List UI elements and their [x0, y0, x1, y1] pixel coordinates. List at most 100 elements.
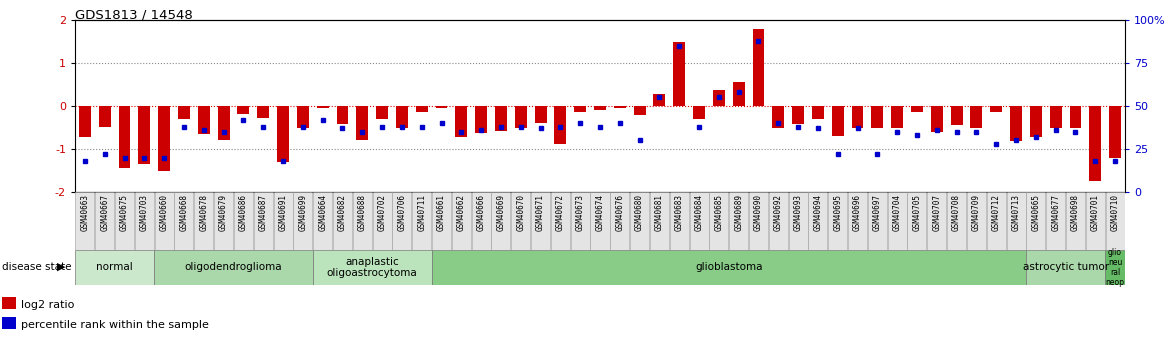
- Text: GSM40677: GSM40677: [1051, 194, 1061, 231]
- Bar: [1050, 106, 1062, 128]
- Text: GSM40695: GSM40695: [833, 194, 842, 231]
- Bar: [669, 192, 689, 250]
- Text: GSM40664: GSM40664: [318, 194, 327, 231]
- Bar: [277, 106, 288, 162]
- Text: GSM40701: GSM40701: [1091, 194, 1100, 231]
- Text: GSM40686: GSM40686: [239, 194, 248, 231]
- Bar: [432, 192, 451, 250]
- Bar: [769, 192, 787, 250]
- Bar: [792, 106, 804, 124]
- Bar: [634, 106, 646, 115]
- Bar: [808, 192, 827, 250]
- Text: GSM40682: GSM40682: [338, 194, 347, 231]
- Bar: [990, 106, 1002, 112]
- Bar: [1110, 106, 1121, 158]
- Text: GSM40678: GSM40678: [200, 194, 208, 231]
- Text: GSM40696: GSM40696: [853, 194, 862, 231]
- Bar: [114, 192, 134, 250]
- Bar: [947, 192, 966, 250]
- Bar: [611, 192, 630, 250]
- Text: GSM40709: GSM40709: [972, 194, 981, 231]
- Bar: [1007, 192, 1026, 250]
- Text: GSM40662: GSM40662: [457, 194, 466, 231]
- Text: GSM40666: GSM40666: [477, 194, 486, 231]
- Bar: [178, 106, 190, 119]
- Bar: [555, 106, 566, 144]
- Text: GSM40691: GSM40691: [278, 194, 287, 231]
- Bar: [1066, 192, 1085, 250]
- Bar: [927, 192, 946, 250]
- Bar: [119, 106, 131, 168]
- Text: GSM40707: GSM40707: [932, 194, 941, 231]
- Text: GSM40683: GSM40683: [675, 194, 683, 231]
- Bar: [832, 106, 843, 136]
- Bar: [75, 250, 154, 285]
- Bar: [1105, 250, 1125, 285]
- Bar: [475, 106, 487, 133]
- Bar: [732, 82, 745, 106]
- Bar: [1026, 250, 1105, 285]
- Bar: [436, 106, 447, 108]
- Bar: [237, 106, 249, 114]
- Text: GSM40672: GSM40672: [556, 194, 565, 231]
- Bar: [888, 192, 906, 250]
- Bar: [495, 106, 507, 131]
- Text: GSM40690: GSM40690: [755, 194, 763, 231]
- Bar: [614, 106, 626, 108]
- Bar: [432, 250, 1026, 285]
- Text: GSM40689: GSM40689: [735, 194, 743, 231]
- Bar: [456, 106, 467, 137]
- Bar: [1027, 192, 1045, 250]
- Text: anaplastic
oligoastrocytoma: anaplastic oligoastrocytoma: [327, 257, 417, 278]
- Text: GSM40680: GSM40680: [635, 194, 644, 231]
- Bar: [297, 106, 308, 128]
- Bar: [253, 192, 272, 250]
- Bar: [197, 106, 210, 134]
- Bar: [79, 106, 91, 137]
- Bar: [772, 106, 784, 128]
- Text: GSM40698: GSM40698: [1071, 194, 1080, 231]
- Bar: [1070, 106, 1082, 128]
- Text: GSM40687: GSM40687: [258, 194, 267, 231]
- Bar: [971, 106, 982, 128]
- Text: GSM40702: GSM40702: [377, 194, 387, 231]
- Text: GSM40692: GSM40692: [774, 194, 783, 231]
- Bar: [134, 192, 154, 250]
- Text: GSM40661: GSM40661: [437, 194, 446, 231]
- Bar: [257, 106, 269, 118]
- Text: GSM40694: GSM40694: [813, 194, 822, 231]
- Text: normal: normal: [96, 263, 133, 273]
- Bar: [333, 192, 352, 250]
- Bar: [712, 90, 725, 106]
- Bar: [353, 192, 371, 250]
- Bar: [595, 106, 606, 110]
- Bar: [591, 192, 610, 250]
- Bar: [571, 192, 590, 250]
- Bar: [749, 192, 769, 250]
- Text: GSM40668: GSM40668: [180, 194, 188, 231]
- Text: glio
neu
ral
neop: glio neu ral neop: [1106, 248, 1125, 287]
- Bar: [868, 192, 887, 250]
- Bar: [851, 106, 863, 128]
- Bar: [531, 192, 550, 250]
- Text: GSM40703: GSM40703: [140, 194, 148, 231]
- Text: GSM40697: GSM40697: [872, 194, 882, 231]
- Bar: [908, 192, 926, 250]
- Bar: [293, 192, 312, 250]
- Text: GSM40684: GSM40684: [695, 194, 703, 231]
- Bar: [396, 106, 408, 128]
- Text: GSM40693: GSM40693: [793, 194, 802, 231]
- Text: GSM40660: GSM40660: [160, 194, 168, 231]
- Bar: [891, 106, 903, 128]
- Bar: [416, 106, 427, 112]
- Bar: [630, 192, 649, 250]
- Bar: [313, 192, 332, 250]
- Bar: [512, 192, 530, 250]
- Text: GSM40685: GSM40685: [715, 194, 723, 231]
- Text: percentile rank within the sample: percentile rank within the sample: [21, 320, 209, 330]
- Bar: [575, 106, 586, 112]
- Text: disease state: disease state: [2, 262, 72, 272]
- Text: GSM40706: GSM40706: [397, 194, 406, 231]
- Text: GSM40670: GSM40670: [516, 194, 526, 231]
- Text: GSM40710: GSM40710: [1111, 194, 1120, 231]
